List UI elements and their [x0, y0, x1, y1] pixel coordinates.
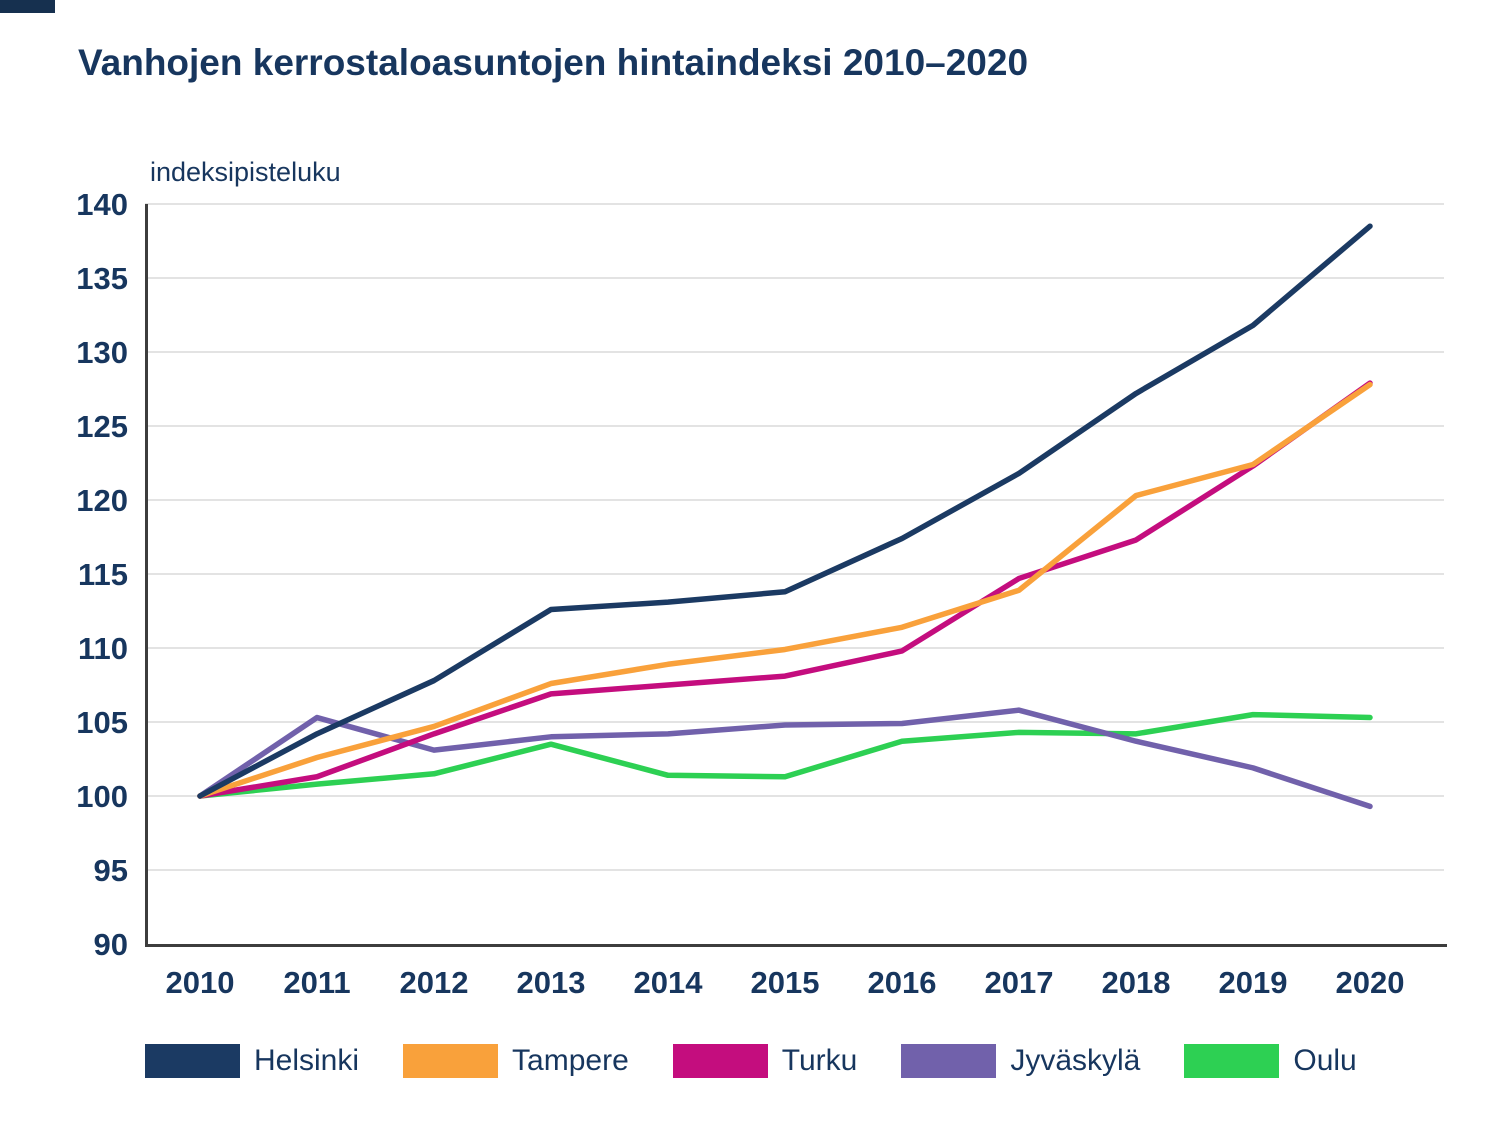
legend-item-turku: Turku [672, 1044, 858, 1078]
legend-item-oulu: Oulu [1184, 1044, 1357, 1078]
y-tick-label: 115 [78, 557, 128, 592]
x-tick-label: 2019 [1219, 965, 1288, 1000]
legend-swatch-jyväskylä [901, 1044, 997, 1078]
x-tick-labels: 2010 2011 2012 2013 2014 2015 2016 2017 2018 2019… [166, 965, 1405, 1000]
x-tick-label: 2017 [985, 965, 1054, 1000]
y-tick-label: 130 [76, 335, 128, 370]
x-tick-label: 2016 [868, 965, 937, 1000]
series-line-tampere [197, 381, 1373, 799]
legend-label: Tampere [512, 1044, 629, 1077]
y-tick-label: 110 [78, 631, 128, 666]
x-tick-label: 2014 [634, 965, 704, 1000]
x-tick-label: 2010 [166, 965, 235, 1000]
legend-label: Turku [781, 1044, 858, 1077]
y-axis-title: indeksipisteluku [150, 157, 341, 187]
axis-lines [145, 204, 1447, 947]
legend-swatch-tampere [403, 1044, 499, 1078]
y-tick-label: 120 [76, 483, 128, 518]
y-tick-label: 125 [76, 409, 128, 444]
legend-swatch-helsinki [145, 1044, 240, 1078]
top-left-accent-bar [0, 0, 55, 13]
x-tick-label: 2015 [751, 965, 820, 1000]
legend-label: Helsinki [254, 1044, 360, 1077]
legend-label: Oulu [1293, 1044, 1357, 1077]
legend-swatch-oulu [1184, 1044, 1280, 1078]
y-tick-label: 90 [94, 927, 128, 962]
series-lines [197, 223, 1373, 810]
x-tick-label: 2012 [400, 965, 469, 1000]
series-line-turku [197, 380, 1373, 799]
x-tick-label: 2011 [283, 965, 350, 1000]
legend-swatch-turku [672, 1044, 768, 1078]
y-tick-label: 135 [76, 261, 128, 296]
y-tick-label: 100 [76, 779, 128, 814]
series-line-oulu [197, 711, 1373, 799]
y-tick-label: 140 [76, 187, 128, 222]
series-line-helsinki [197, 223, 1373, 799]
x-tick-label: 2013 [517, 965, 586, 1000]
y-tick-label: 105 [76, 705, 128, 740]
legend: Helsinki Tampere Turku Jyväskylä Oulu [145, 1042, 1357, 1080]
legend-item-helsinki: Helsinki [145, 1044, 359, 1078]
y-tick-label: 95 [94, 853, 128, 888]
x-tick-label: 2018 [1102, 965, 1171, 1000]
x-tick-label: 2020 [1336, 965, 1405, 1000]
legend-item-jyväskylä: Jyväskylä [901, 1044, 1140, 1078]
chart-svg: 90 95 100 105 110 115 120 125 130 135 140 2010 2011… [76, 187, 1447, 1000]
y-tick-labels: 90 95 100 105 110 115 120 125 130 135 140 [76, 187, 128, 962]
chart-title: Vanhojen kerrostaloasuntojen hintaindeks… [78, 42, 1029, 83]
legend-item-tampere: Tampere [403, 1044, 629, 1078]
legend-label: Jyväskylä [1010, 1044, 1141, 1077]
